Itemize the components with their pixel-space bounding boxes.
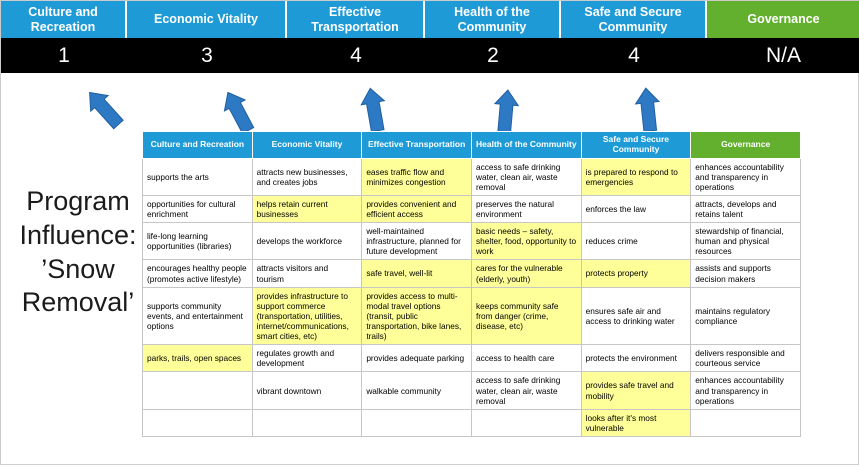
matrix-cell: protects property [580, 259, 692, 288]
score-effective-transportation: 4 [350, 43, 362, 67]
matrix-cell: provides safe travel and mobility [580, 371, 692, 410]
matrix-cell: well-maintained infrastructure, planned … [361, 222, 472, 261]
score-safe-and-secure-community: 4 [628, 43, 640, 67]
matrix-cell [142, 371, 253, 410]
matrix-cell: enforces the law [580, 194, 692, 224]
matrix-header-effective-transportation: Effective Transportation [361, 131, 472, 159]
matrix-row-3: life-long learning opportunities (librar… [142, 222, 801, 261]
score-economic-vitality: 3 [201, 43, 213, 67]
matrix-cell [142, 408, 253, 437]
matrix-header-health-of-the-community: Health of the Community [470, 131, 582, 159]
matrix-row-6: parks, trails, open spaces regulates grow… [142, 344, 801, 373]
score-governance: N/A [765, 43, 801, 67]
score-row: 1 3 4 2 4 N/A [1, 38, 859, 73]
matrix-cell: assists and supports decision makers [690, 259, 801, 288]
matrix-cell: access to safe drinking water, clean air… [470, 371, 582, 410]
priority-header-governance: Governance [707, 1, 859, 38]
matrix-cell: supports community events, and entertain… [142, 286, 253, 346]
priority-header-economic-vitality: Economic Vitality [127, 1, 287, 38]
matrix-cell: provides convenient and efficient access [361, 194, 472, 224]
matrix-header-safe-and-secure-community: Safe and Secure Community [580, 131, 692, 159]
matrix-cell: provides access to multi-modal travel op… [361, 286, 472, 346]
priority-header-health-of-the-community: Health of the Community [425, 1, 561, 38]
matrix-cell: opportunities for cultural enrichment [142, 194, 253, 224]
matrix-cell: basic needs – safety, shelter, food, opp… [470, 222, 582, 261]
score-culture-and-recreation: 1 [58, 43, 70, 67]
matrix-cell [251, 408, 363, 437]
matrix-header-culture-and-recreation: Culture and Recreation [142, 131, 253, 159]
up-arrow-icon [89, 91, 124, 130]
matrix-cell: keeps community safe from danger (crime,… [470, 286, 582, 346]
matrix-cell: vibrant downtown [251, 371, 363, 410]
matrix-cell: is prepared to respond to emergencies [580, 157, 692, 196]
influence-matrix: Culture and Recreation Economic Vitality E… [142, 131, 801, 437]
matrix-cell: access to health care [470, 344, 582, 373]
matrix-cell: stewardship of financial, human and phys… [690, 222, 801, 261]
scoreboard: Culture and Recreation Economic Vitality E… [1, 1, 859, 73]
matrix-row-8: looks after it's most vulnerable [142, 408, 801, 437]
matrix-cell: attracts, develops and retains talent [690, 194, 801, 224]
matrix-row-5: supports community events, and entertain… [142, 286, 801, 346]
matrix-cell: enhances accountability and transparency… [690, 157, 801, 196]
matrix-cell: cares for the vulnerable (elderly, youth… [470, 259, 582, 288]
matrix-cell: helps retain current businesses [251, 194, 363, 224]
matrix-cell: attracts visitors and tourism [251, 259, 363, 288]
matrix-body: supports the arts attracts new businesses… [142, 157, 801, 437]
up-arrow-icon [634, 87, 661, 133]
up-arrow-icon [223, 91, 255, 135]
priority-header-safe-and-secure-community: Safe and Secure Community [561, 1, 707, 38]
matrix-cell: looks after it's most vulnerable [580, 408, 692, 437]
matrix-cell: provides infrastructure to support comme… [251, 286, 363, 346]
matrix-cell: safe travel, well-lit [361, 259, 472, 288]
matrix-header-row: Culture and Recreation Economic Vitality E… [142, 131, 801, 159]
matrix-cell: reduces crime [580, 222, 692, 261]
matrix-cell [361, 408, 472, 437]
matrix-cell: supports the arts [142, 157, 253, 196]
matrix-cell: parks, trails, open spaces [142, 344, 253, 373]
priority-header-effective-transportation: Effective Transportation [287, 1, 425, 38]
page-title: Program Influence: ’Snow Removal’ [19, 186, 137, 318]
matrix-row-7: vibrant downtown walkable community access… [142, 371, 801, 410]
matrix-row-1: supports the arts attracts new businesses… [142, 157, 801, 196]
matrix-cell: preserves the natural environment [470, 194, 582, 224]
matrix-cell: eases traffic flow and minimizes congest… [361, 157, 472, 196]
matrix-cell: maintains regulatory compliance [690, 286, 801, 346]
matrix-cell: protects the environment [580, 344, 692, 373]
up-arrow-icon [493, 89, 520, 135]
matrix-cell: ensures safe air and access to drinking … [580, 286, 692, 346]
matrix-cell: encourages healthy people (promotes acti… [142, 259, 253, 288]
matrix-cell: life-long learning opportunities (librar… [142, 222, 253, 261]
matrix-row-4: encourages healthy people (promotes acti… [142, 259, 801, 288]
matrix-cell: walkable community [361, 371, 472, 410]
matrix-cell: delivers responsible and courteous servi… [690, 344, 801, 373]
matrix-cell: attracts new businesses, and creates job… [251, 157, 363, 196]
matrix-cell: regulates growth and development [251, 344, 363, 373]
matrix-header-economic-vitality: Economic Vitality [251, 131, 363, 159]
up-arrow-icon [360, 87, 386, 133]
matrix-cell: develops the workforce [251, 222, 363, 261]
matrix-row-2: opportunities for cultural enrichment hel… [142, 194, 801, 224]
matrix-cell: provides adequate parking [361, 344, 472, 373]
priority-header-row: Culture and Recreation Economic Vitality E… [1, 1, 859, 38]
matrix-cell [470, 408, 582, 437]
matrix-cell: enhances accountability and transparency… [690, 371, 801, 410]
matrix-cell: access to safe drinking water, clean air… [470, 157, 582, 196]
matrix-cell [690, 408, 801, 437]
priority-header-culture-and-recreation: Culture and Recreation [1, 1, 127, 38]
matrix-header-governance: Governance [690, 131, 801, 159]
score-health-of-the-community: 2 [487, 43, 499, 67]
